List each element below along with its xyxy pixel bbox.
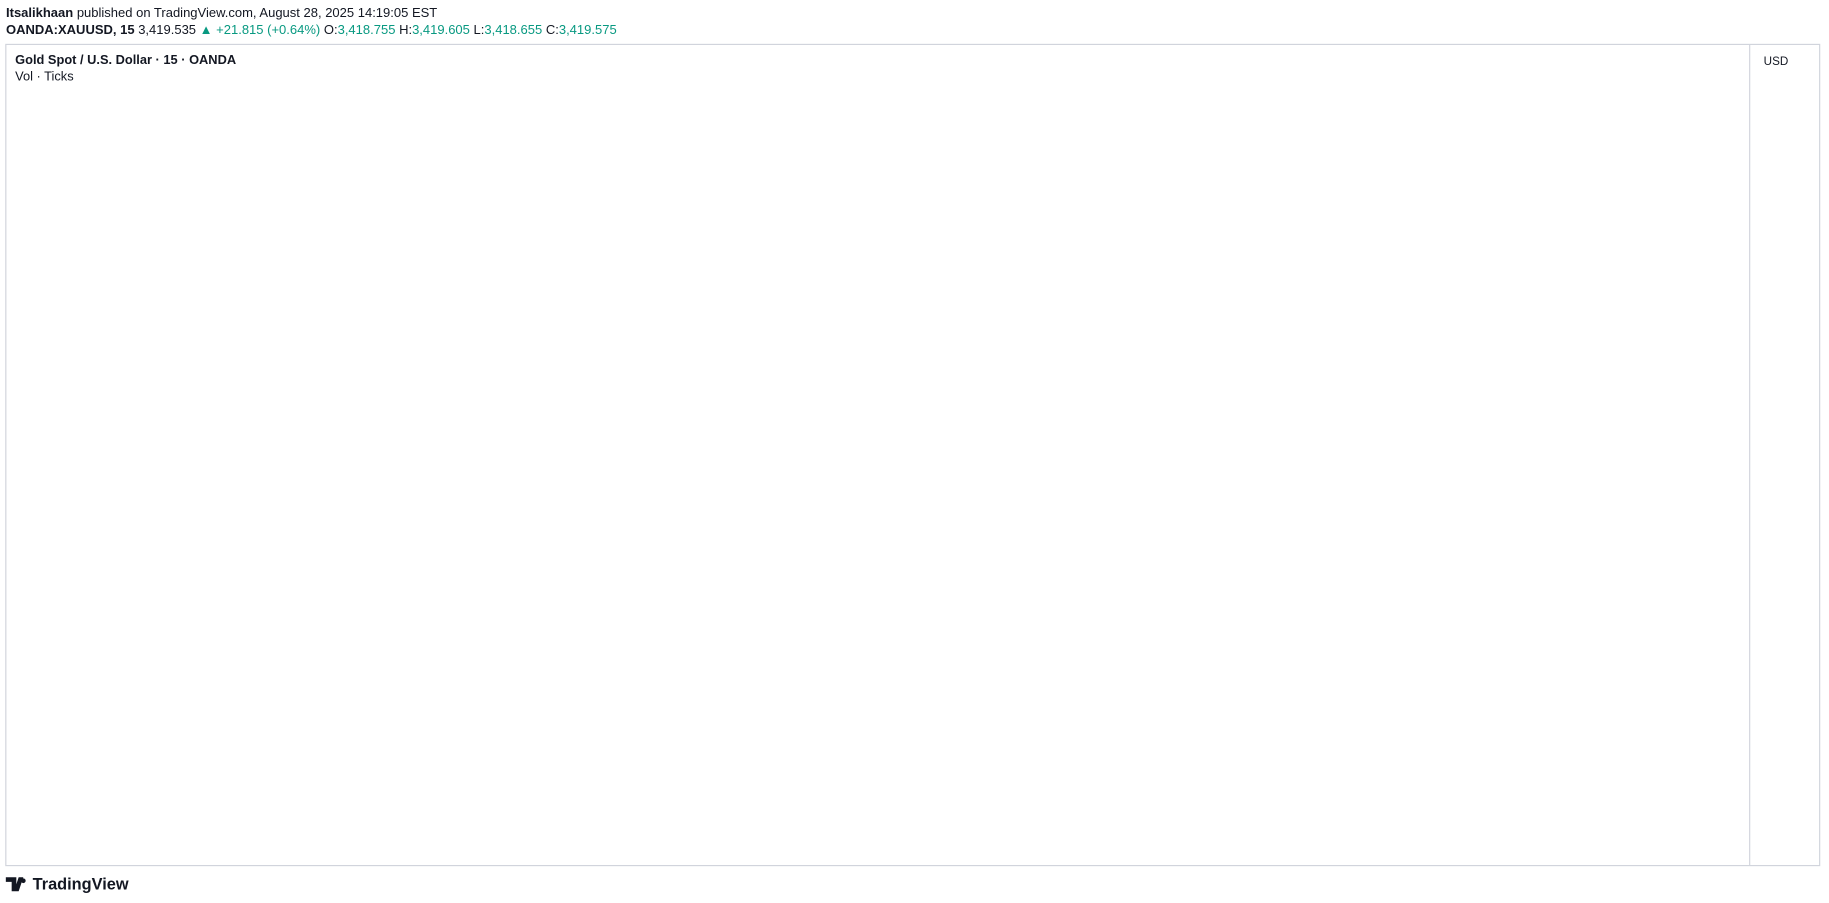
ohlc-value: 3,419.575 bbox=[558, 22, 617, 37]
logo-dot bbox=[20, 878, 26, 884]
logo-mark bbox=[5, 877, 24, 892]
author: Itsalikhaan bbox=[6, 5, 74, 20]
symbol-line: OANDA:XAUUSD, 15 3,419.535 ▲ +21.815 (+0… bbox=[6, 21, 617, 38]
publish-line: Itsalikhaan published on TradingView.com… bbox=[6, 4, 617, 21]
chart-title: Gold Spot / U.S. Dollar · 15 · OANDA bbox=[15, 52, 236, 67]
ohlc-key: C: bbox=[545, 22, 559, 37]
published: published on TradingView.com, August 28,… bbox=[76, 5, 438, 20]
ohlc-value: 3,418.755 bbox=[337, 22, 396, 37]
ohlc-key: L: bbox=[473, 22, 485, 37]
ohlc-key: H: bbox=[399, 22, 413, 37]
currency: USD bbox=[1764, 55, 1789, 68]
logo bbox=[5, 877, 26, 892]
change: ▲ +21.815 (+0.64%) bbox=[199, 22, 321, 37]
ohlc-value: 3,419.605 bbox=[412, 22, 470, 37]
pane-border bbox=[5, 43, 1821, 867]
ohlc-key: O: bbox=[323, 22, 338, 37]
ohlc-value: 3,418.655 bbox=[484, 22, 543, 37]
indicator-title: Vol · Ticks bbox=[15, 68, 73, 83]
symbol: OANDA:XAUUSD, 15 bbox=[6, 22, 135, 37]
last: 3,419.535 bbox=[138, 22, 197, 37]
header: Itsalikhaan published on TradingView.com… bbox=[6, 4, 617, 38]
brand: TradingView bbox=[33, 876, 129, 894]
